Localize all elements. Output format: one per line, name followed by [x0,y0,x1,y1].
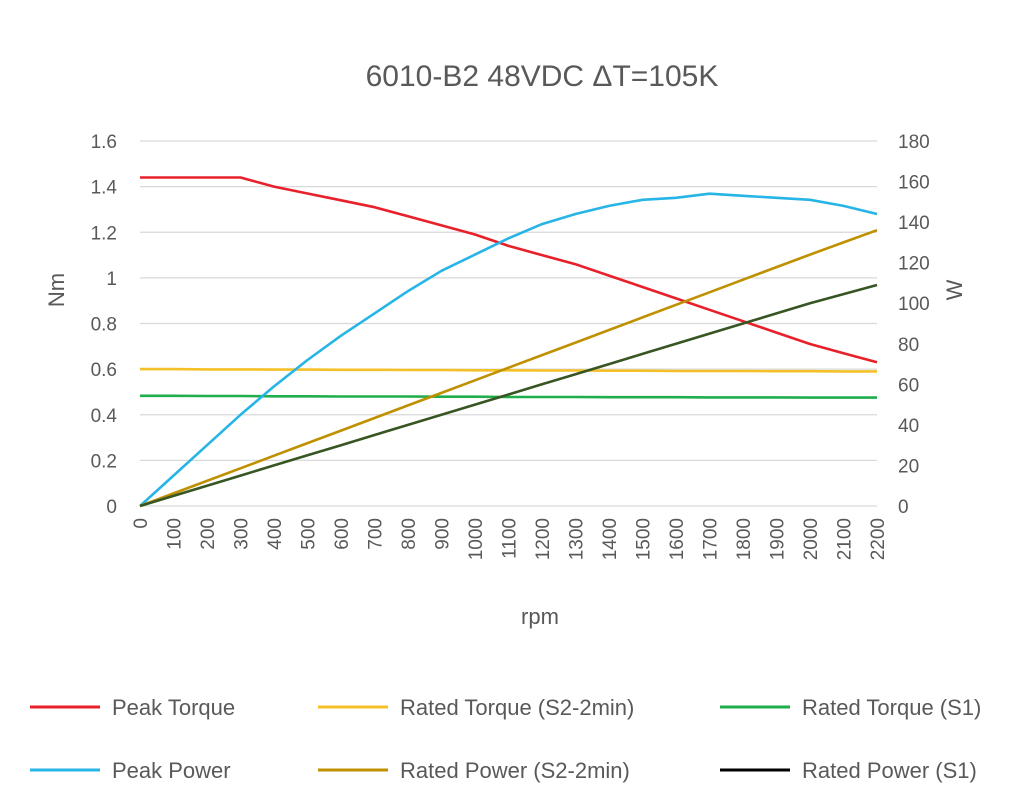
right-axis-title: W [942,279,967,300]
x-tick-label: 0 [131,518,152,529]
x-tick-label: 300 [232,518,253,550]
x-tick-label: 2000 [801,518,822,560]
left-tick-label: 0.4 [91,406,118,427]
left-tick-label: 0.6 [91,360,117,381]
x-tick-label: 1300 [567,518,588,560]
series-line-rated-torque-s1 [140,394,877,399]
left-tick-label: 1.4 [91,178,118,199]
right-tick-label: 60 [898,375,919,396]
legend: Peak Torque Rated Torque (S2-2min) Rated T… [30,695,981,783]
left-axis-ticks: 0 0.2 0.4 0.6 0.8 1 1.2 1.4 1.6 [91,132,118,518]
right-axis-ticks: 0 20 40 60 80 100 120 140 160 180 [898,132,930,518]
series-line-rated-torque-s2-2min [140,367,877,373]
x-tick-label: 1500 [634,518,655,560]
x-tick-label: 1000 [466,518,487,560]
legend-label-rated-power-s1: Rated Power (S1) [802,758,977,783]
left-axis-title: Nm [44,273,69,307]
series-line-peak-power [139,192,878,507]
right-tick-label: 160 [898,173,930,194]
left-tick-label: 1.6 [91,132,117,153]
x-tick-label: 900 [433,518,454,550]
legend-label-peak-torque: Peak Torque [112,695,235,720]
x-axis-title: rpm [521,604,559,629]
legend-label-rated-power-s2-2min: Rated Power (S2-2min) [400,758,630,783]
x-tick-label: 500 [299,518,320,550]
left-tick-label: 0 [106,497,117,518]
left-tick-label: 1.2 [91,223,117,244]
x-axis-ticks: 0 100 200 300 400 500 600 700 800 900 1000 1100 1200… [131,518,889,560]
series-line-peak-torque [140,176,878,364]
right-tick-label: 180 [898,132,930,153]
x-tick-label: 1100 [500,518,521,559]
x-tick-label: 100 [165,518,186,550]
right-tick-label: 20 [898,456,919,477]
left-tick-label: 0.2 [91,451,117,472]
x-tick-label: 1900 [768,518,789,560]
x-tick-label: 2200 [868,518,889,560]
x-tick-label: 700 [366,518,387,550]
right-tick-label: 140 [898,213,930,234]
left-tick-label: 0.8 [91,315,117,336]
right-tick-label: 120 [898,254,930,275]
legend-label-rated-torque-s2-2min: Rated Torque (S2-2min) [400,695,634,720]
series-line-rated-power-s2-2min [139,228,878,508]
right-tick-label: 80 [898,335,919,356]
right-tick-label: 40 [898,416,919,437]
x-tick-label: 1200 [533,518,554,560]
legend-label-rated-torque-s1: Rated Torque (S1) [802,695,981,720]
right-tick-label: 0 [898,497,909,518]
legend-label-peak-power: Peak Power [112,758,231,783]
x-tick-label: 1800 [734,518,755,560]
x-tick-label: 600 [332,518,353,550]
x-tick-label: 1600 [667,518,688,560]
x-tick-label: 200 [198,518,219,550]
x-tick-label: 2100 [835,518,856,560]
gridlines [140,140,877,507]
x-tick-label: 1700 [701,518,722,560]
chart-title: 6010-B2 48VDC ΔT=105K [366,60,719,93]
x-tick-label: 400 [265,518,286,550]
x-tick-label: 1400 [600,518,621,560]
right-tick-label: 100 [898,294,930,315]
x-tick-label: 800 [399,518,420,550]
series-lines [139,176,878,508]
series-line-rated-power-s1 [139,283,878,508]
left-tick-label: 1 [106,269,117,290]
